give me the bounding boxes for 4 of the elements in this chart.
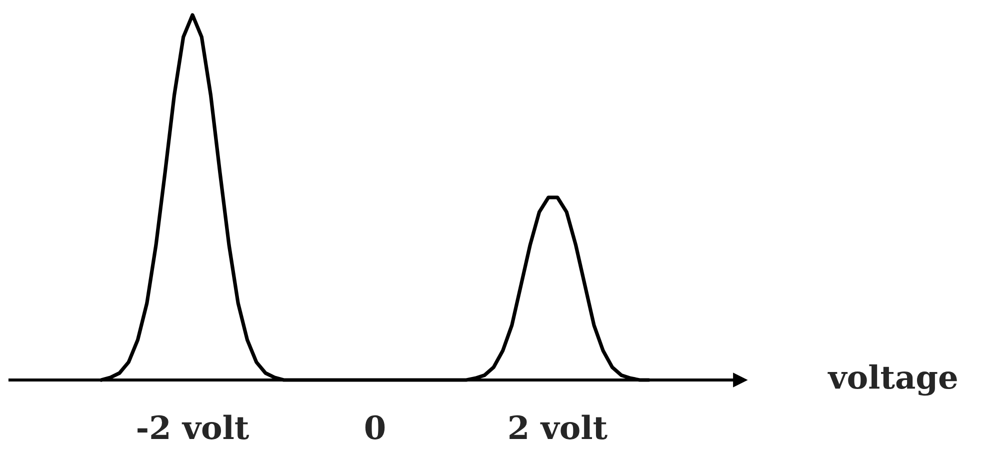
- x-tick-label: 2 volt: [510, 414, 608, 440]
- x-tick-label: -2 volt: [138, 414, 250, 440]
- x-tick-label: 0: [365, 415, 385, 440]
- x-axis-title: voltage: [828, 364, 957, 396]
